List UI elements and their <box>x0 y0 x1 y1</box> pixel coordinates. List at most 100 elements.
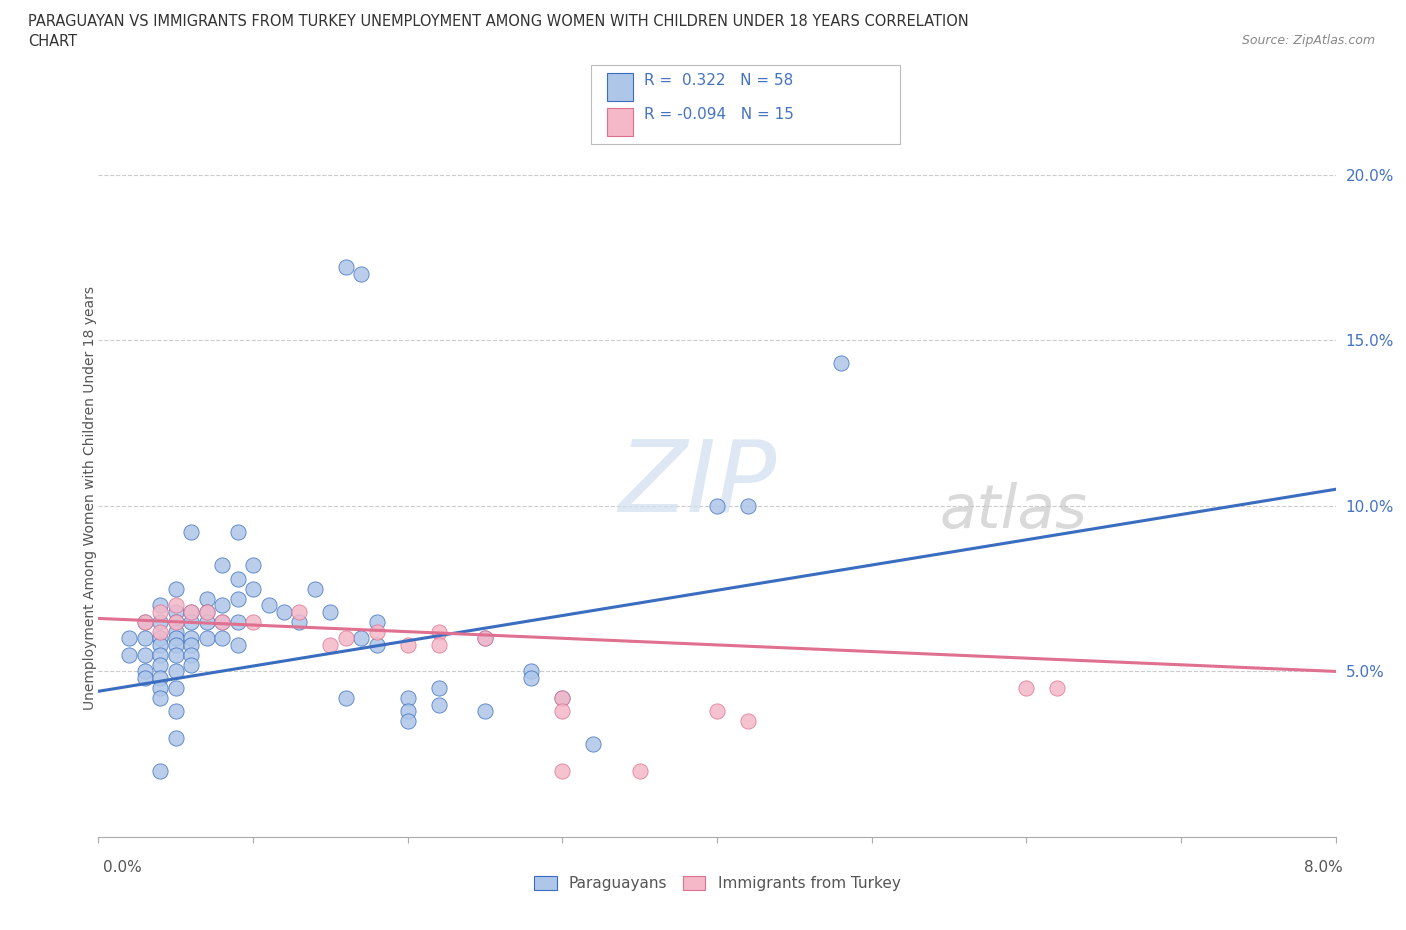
Point <box>180 658 202 672</box>
Point <box>366 615 388 630</box>
Point <box>366 637 388 652</box>
Point <box>195 604 218 619</box>
Text: Source: ZipAtlas.com: Source: ZipAtlas.com <box>1241 34 1375 47</box>
Point <box>273 604 295 619</box>
Point <box>551 690 574 705</box>
Text: ZIP: ZIP <box>619 435 776 533</box>
Point <box>288 615 311 630</box>
Point <box>427 637 450 652</box>
Point <box>149 624 172 639</box>
Point <box>242 581 264 596</box>
Point <box>118 631 141 645</box>
Point <box>350 631 373 645</box>
Point <box>134 615 156 630</box>
Point <box>427 624 450 639</box>
Point <box>134 671 156 685</box>
Point <box>520 671 543 685</box>
Point <box>165 681 187 696</box>
Text: 8.0%: 8.0% <box>1303 860 1343 875</box>
Point <box>165 647 187 662</box>
Text: PARAGUAYAN VS IMMIGRANTS FROM TURKEY UNEMPLOYMENT AMONG WOMEN WITH CHILDREN UNDE: PARAGUAYAN VS IMMIGRANTS FROM TURKEY UNE… <box>28 14 969 29</box>
Point <box>180 637 202 652</box>
Point <box>350 267 373 282</box>
Point <box>149 615 172 630</box>
Text: R = -0.094   N = 15: R = -0.094 N = 15 <box>644 107 794 122</box>
Point <box>257 598 280 613</box>
Point <box>195 591 218 606</box>
Point <box>211 631 233 645</box>
Point <box>180 604 202 619</box>
Point <box>474 631 496 645</box>
Point <box>1015 681 1038 696</box>
Point <box>304 581 326 596</box>
Point <box>396 704 419 719</box>
Text: atlas: atlas <box>939 482 1088 540</box>
Text: R =  0.322   N = 58: R = 0.322 N = 58 <box>644 73 793 88</box>
Point <box>165 730 187 745</box>
Point <box>211 598 233 613</box>
Point <box>149 604 172 619</box>
Point <box>396 713 419 728</box>
Point <box>195 631 218 645</box>
Text: 0.0%: 0.0% <box>103 860 142 875</box>
Point <box>180 604 202 619</box>
Point <box>149 681 172 696</box>
Point <box>165 604 187 619</box>
Point <box>118 647 141 662</box>
Point <box>195 604 218 619</box>
Point <box>165 664 187 679</box>
Point <box>582 737 605 751</box>
Point <box>180 631 202 645</box>
Y-axis label: Unemployment Among Women with Children Under 18 years: Unemployment Among Women with Children U… <box>83 286 97 710</box>
Point <box>427 681 450 696</box>
Point <box>551 704 574 719</box>
Point <box>706 704 728 719</box>
Point <box>134 631 156 645</box>
Point <box>242 615 264 630</box>
Point <box>180 615 202 630</box>
Point <box>830 356 852 371</box>
Point <box>165 615 187 630</box>
Point <box>134 647 156 662</box>
Point <box>149 598 172 613</box>
Point <box>149 631 172 645</box>
Point <box>319 637 342 652</box>
Point <box>474 631 496 645</box>
Point <box>335 631 357 645</box>
Point <box>211 615 233 630</box>
Point <box>134 664 156 679</box>
Point <box>165 598 187 613</box>
Point <box>737 498 759 513</box>
Point <box>226 591 249 606</box>
Point <box>211 558 233 573</box>
Point <box>226 615 249 630</box>
Text: CHART: CHART <box>28 34 77 49</box>
Point <box>396 690 419 705</box>
Point <box>180 525 202 539</box>
Point <box>335 690 357 705</box>
Point <box>335 260 357 275</box>
Point <box>165 631 187 645</box>
Point <box>149 764 172 778</box>
Point <box>551 764 574 778</box>
Point <box>628 764 651 778</box>
Point <box>149 658 172 672</box>
Point <box>288 604 311 619</box>
Point <box>226 637 249 652</box>
Point <box>474 704 496 719</box>
Point <box>551 690 574 705</box>
Point <box>165 704 187 719</box>
Point <box>149 647 172 662</box>
Point <box>149 671 172 685</box>
Point <box>211 615 233 630</box>
Point <box>195 615 218 630</box>
Point <box>737 713 759 728</box>
Point <box>165 615 187 630</box>
Point <box>180 647 202 662</box>
Point <box>165 624 187 639</box>
Point <box>427 698 450 712</box>
Point <box>319 604 342 619</box>
Point <box>149 637 172 652</box>
Point <box>396 637 419 652</box>
Point <box>165 637 187 652</box>
